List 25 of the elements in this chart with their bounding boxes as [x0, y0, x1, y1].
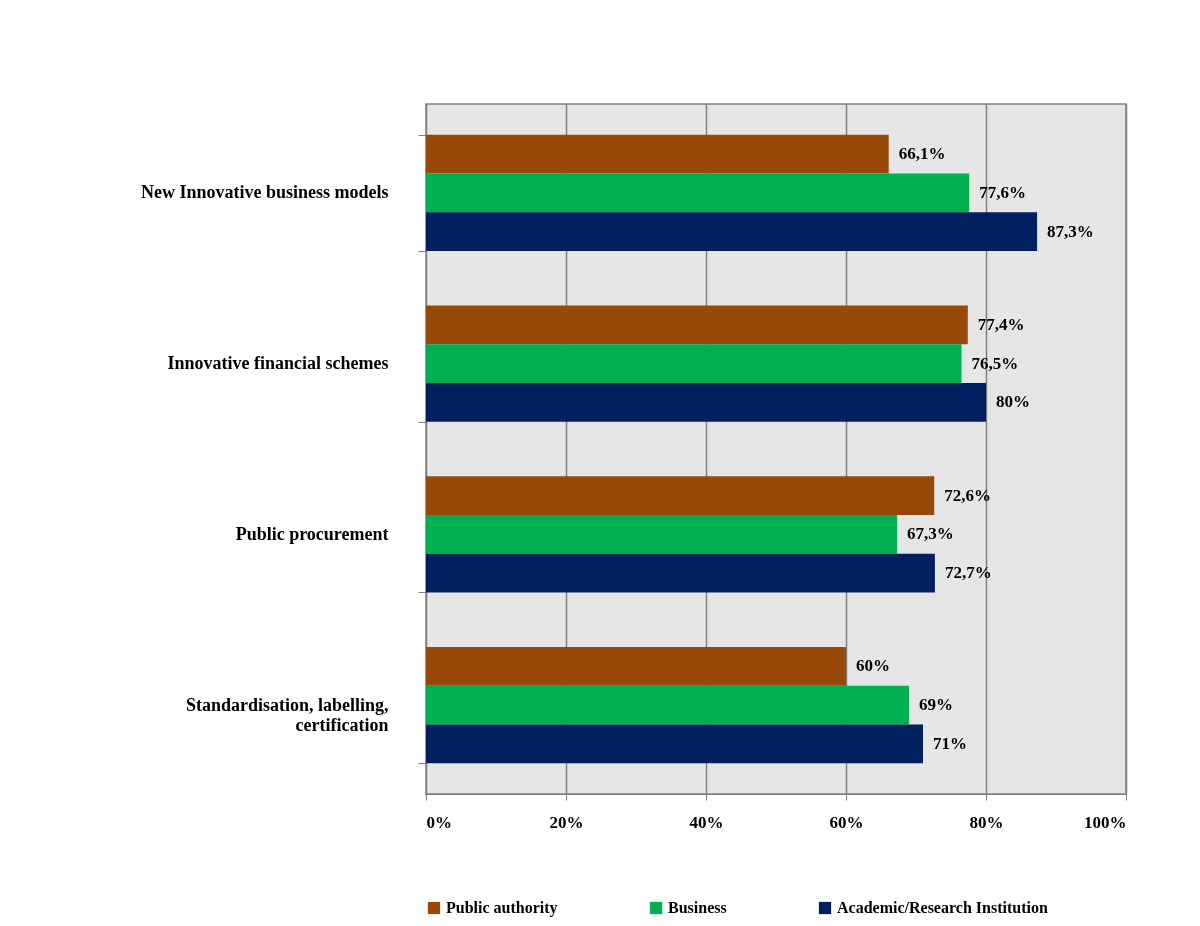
legend-label: Business — [668, 899, 727, 916]
x-tick-label: 40% — [689, 812, 724, 832]
legend-label: Public authority — [446, 899, 558, 917]
x-tick-label: 100% — [1084, 812, 1127, 832]
legend-label: Academic/Research Institution — [837, 899, 1048, 916]
data-label: 80% — [996, 392, 1030, 412]
data-label: 69% — [919, 695, 953, 715]
x-tick-label: 80% — [969, 812, 1004, 832]
data-label: 76,5% — [971, 353, 1019, 373]
x-tick-label: 20% — [549, 812, 584, 832]
data-label: 72,6% — [944, 485, 991, 505]
x-tick-label: 0% — [426, 812, 452, 832]
x-tick-label: 60% — [829, 812, 864, 832]
y-tick-label: Innovative financial schemes — [167, 353, 389, 374]
data-label: 67,3% — [907, 524, 954, 544]
data-label: 66,1% — [898, 144, 946, 164]
y-tick-label: New Innovative business models — [140, 182, 389, 203]
y-tick-label: Public procurement — [235, 523, 389, 544]
data-label: 71% — [933, 733, 967, 753]
y-tick-label: Standardisation, labelling, certification — [185, 694, 389, 735]
data-label: 77,4% — [977, 314, 1025, 334]
data-label: 72,7% — [944, 563, 992, 583]
data-label: 87,3% — [1047, 221, 1094, 241]
data-label: 77,6% — [979, 182, 1026, 202]
data-label: 60% — [856, 656, 890, 676]
